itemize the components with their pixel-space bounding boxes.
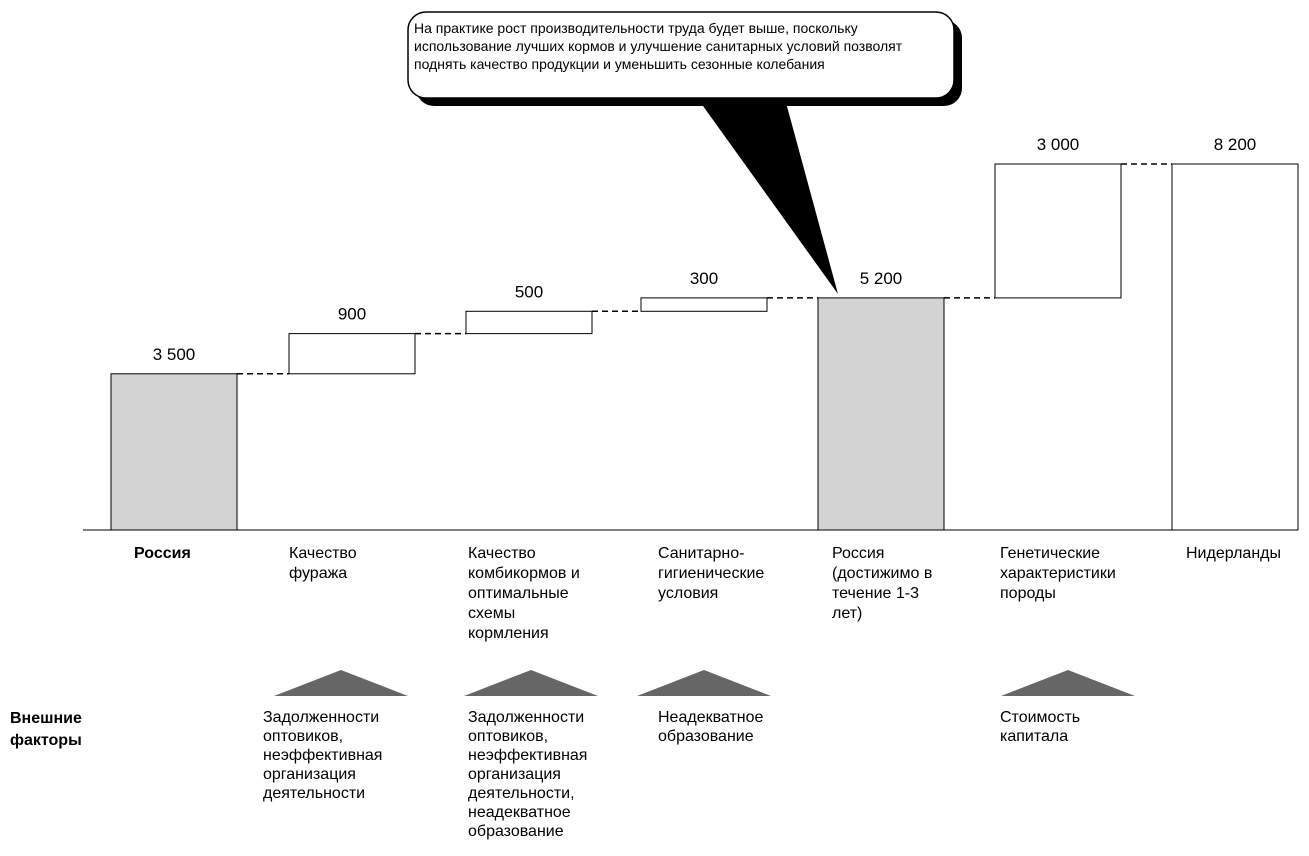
bar-3 xyxy=(640,297,768,312)
bar-4 xyxy=(817,297,945,531)
value-label-6: 8 200 xyxy=(1214,135,1257,154)
factor-text-2: Неадекватное образование xyxy=(658,709,764,745)
factor-text-0: Задолженности оптовиков, неэффективная о… xyxy=(263,709,383,802)
value-label-4: 5 200 xyxy=(860,269,903,288)
triangles-group xyxy=(274,670,1135,696)
category-label-3: Санитарно- гигиенические условия xyxy=(658,545,765,602)
factor-triangle-0 xyxy=(274,670,408,696)
value-labels-group: 3 500 900 500 300 5 200 3 000 8 200 xyxy=(153,135,1257,364)
category-label-6: Нидерланды xyxy=(1186,545,1281,562)
callout-box xyxy=(407,11,955,99)
bars-group xyxy=(110,163,1299,531)
value-label-0: 3 500 xyxy=(153,345,196,364)
factor-triangle-3 xyxy=(1001,670,1135,696)
category-label-5: Генетические характеристики породы xyxy=(1000,545,1116,602)
factor-text-1: Задолженности оптовиков, неэффективная о… xyxy=(468,709,588,840)
callout-text: На практике рост производительности труд… xyxy=(414,20,903,72)
bar-5 xyxy=(994,163,1122,299)
factor-text-3: Стоимость капитала xyxy=(1000,709,1081,745)
bar-1 xyxy=(288,333,416,375)
value-label-3: 300 xyxy=(690,269,718,288)
bar-0 xyxy=(110,373,238,531)
value-label-1: 900 xyxy=(338,305,366,324)
callout-pointer xyxy=(698,99,838,294)
category-label-4: Россия (достижимо в течение 1-3 лет) xyxy=(832,545,933,622)
value-label-5: 3 000 xyxy=(1037,135,1080,154)
category-label-0: Россия xyxy=(134,545,191,562)
connectors-group xyxy=(237,163,1172,375)
category-label-1: Качество фуража xyxy=(289,545,357,582)
factor-triangle-1 xyxy=(464,670,598,696)
bar-6 xyxy=(1171,163,1299,531)
factor-triangle-2 xyxy=(637,670,771,696)
value-label-2: 500 xyxy=(515,282,543,301)
bar-2 xyxy=(465,310,593,335)
external-factors-label: Внешние факторы xyxy=(10,710,82,749)
category-label-2: Качество комбикормов и оптимальные схемы… xyxy=(468,545,580,642)
